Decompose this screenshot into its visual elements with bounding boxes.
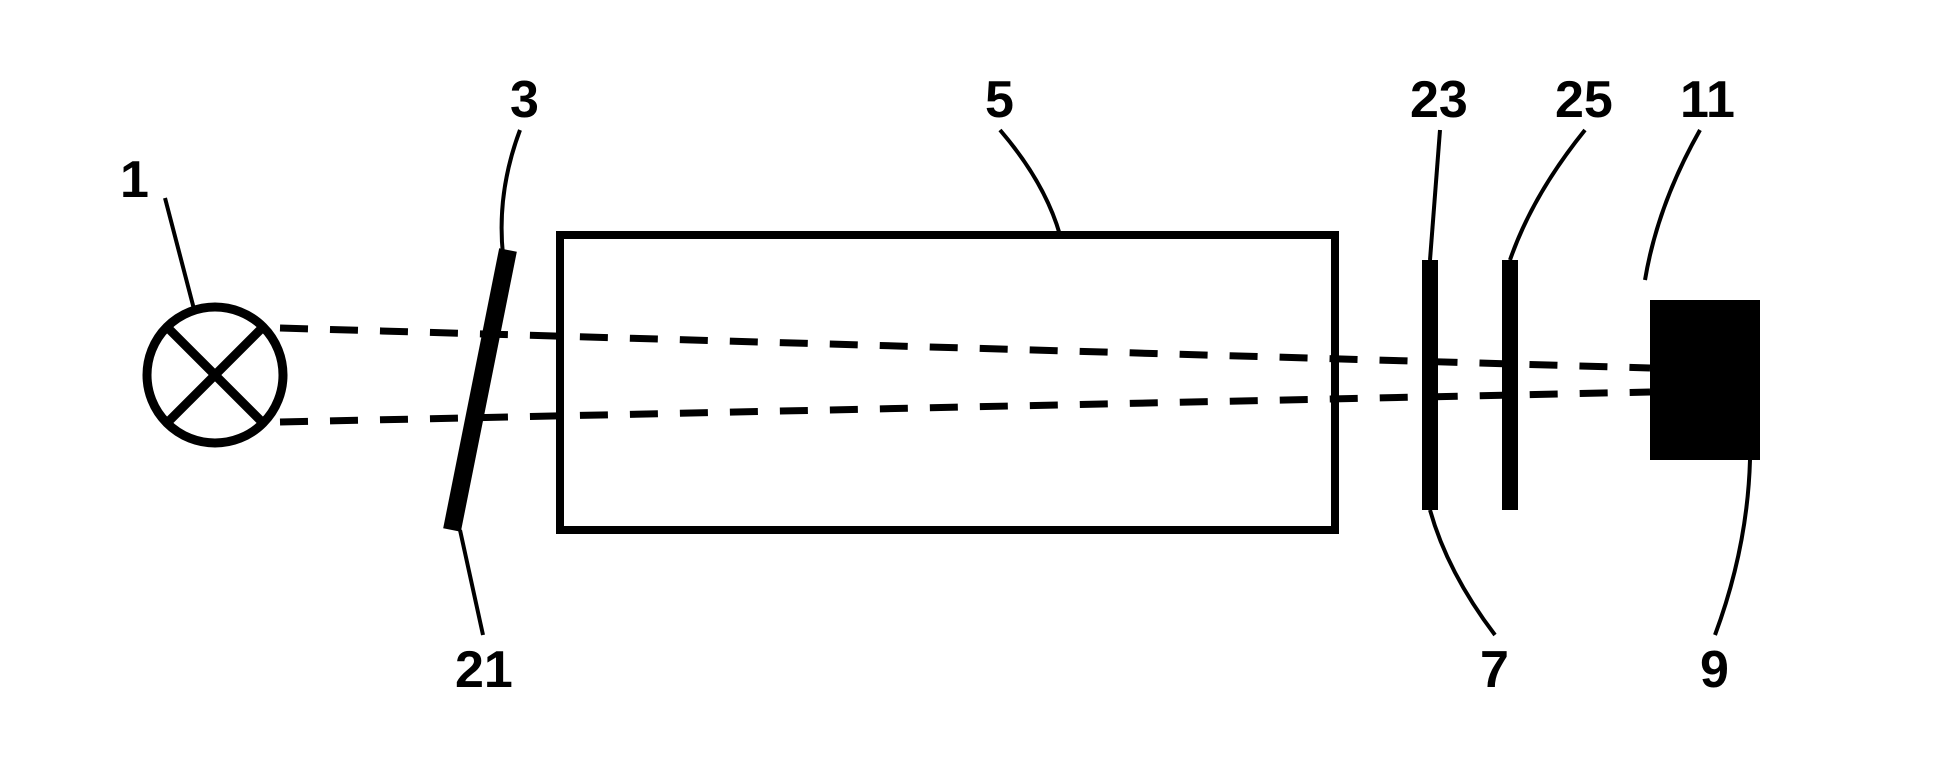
leader-line-3 xyxy=(1430,130,1440,260)
label-21: 21 xyxy=(455,640,513,700)
leader-line-2 xyxy=(1000,130,1060,235)
label-25: 25 xyxy=(1555,70,1613,130)
label-1: 1 xyxy=(120,150,149,210)
leader-line-8 xyxy=(1715,460,1750,635)
tilted-element xyxy=(452,250,508,530)
label-5: 5 xyxy=(985,70,1014,130)
label-7: 7 xyxy=(1480,640,1509,700)
label-3: 3 xyxy=(510,70,539,130)
detector-block xyxy=(1650,300,1760,460)
label-23: 23 xyxy=(1410,70,1468,130)
leader-line-0 xyxy=(165,198,195,313)
diagram-svg xyxy=(0,0,1942,775)
leader-line-4 xyxy=(1510,130,1585,260)
source-component xyxy=(147,307,283,443)
leader-line-6 xyxy=(460,530,483,635)
optical-diagram: 1 3 5 23 25 11 21 7 9 xyxy=(0,0,1942,775)
label-9: 9 xyxy=(1700,640,1729,700)
label-11: 11 xyxy=(1680,70,1735,130)
leader-line-5 xyxy=(1645,130,1700,280)
leader-line-1 xyxy=(502,130,520,255)
leader-line-7 xyxy=(1430,510,1495,635)
main-box xyxy=(560,235,1335,530)
